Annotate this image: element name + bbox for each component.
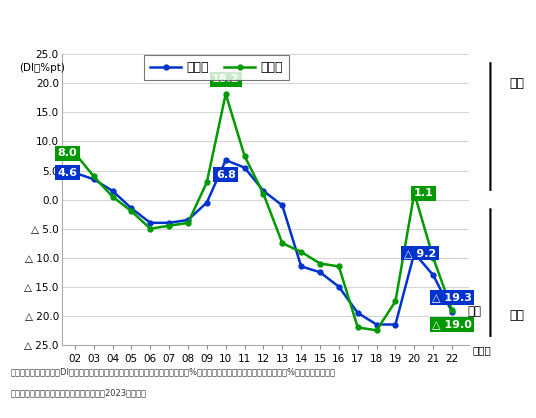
製造業 (72, 150, 78, 155)
Text: 備考：従業員数過不足DIは、今期の従業員数が「過剰」と答えた企業の割合（%）から、「不足」と答えた企業の割合（%）を引いたもの。: 備考：従業員数過不足DIは、今期の従業員数が「過剰」と答えた企業の割合（%）から… (11, 367, 336, 376)
全産業 (392, 322, 399, 327)
Text: （年）: （年） (473, 345, 492, 355)
Text: 図３　中小企業における産業別従業員数過不足DIの推移（全産業/製造業）: 図３ 中小企業における産業別従業員数過不足DIの推移（全産業/製造業） (13, 19, 290, 32)
製造業 (91, 174, 97, 179)
全産業 (374, 322, 380, 327)
製造業 (354, 325, 361, 330)
全産業 (260, 189, 266, 194)
全産業 (222, 158, 229, 163)
全産業 (430, 273, 436, 278)
Text: (DI、%pt): (DI、%pt) (19, 63, 65, 73)
全産業 (411, 250, 418, 255)
製造業 (109, 194, 116, 199)
全産業 (109, 189, 116, 194)
製造業 (260, 191, 266, 196)
全産業 (204, 200, 210, 205)
Text: 過剰: 過剰 (510, 77, 525, 90)
全産業 (317, 270, 323, 275)
Text: △ 19.0: △ 19.0 (432, 319, 472, 329)
Line: 製造業: 製造業 (72, 92, 455, 333)
製造業 (147, 226, 153, 231)
Text: △ 9.2: △ 9.2 (404, 248, 436, 258)
製造業 (317, 261, 323, 266)
全産業 (354, 311, 361, 316)
全産業 (241, 165, 248, 170)
全産業 (166, 220, 173, 225)
全産業 (298, 264, 304, 269)
全産業 (336, 284, 342, 289)
全産業 (91, 177, 97, 182)
全産業 (279, 203, 286, 208)
製造業 (430, 255, 436, 260)
Text: 不足: 不足 (467, 305, 481, 318)
Text: 8.0: 8.0 (57, 148, 77, 158)
全産業 (72, 171, 78, 176)
Text: 18.2: 18.2 (212, 74, 240, 84)
製造業 (241, 153, 248, 158)
Text: 4.6: 4.6 (57, 168, 77, 178)
製造業 (222, 92, 229, 97)
製造業 (392, 299, 399, 304)
製造業 (411, 191, 418, 196)
製造業 (374, 328, 380, 333)
Line: 全産業: 全産業 (72, 158, 455, 327)
製造業 (336, 264, 342, 269)
Legend: 全産業, 製造業: 全産業, 製造業 (144, 55, 289, 80)
全産業 (147, 220, 153, 225)
製造業 (298, 250, 304, 255)
Text: △ 19.3: △ 19.3 (432, 292, 472, 302)
製造業 (185, 220, 191, 225)
全産業 (449, 309, 455, 314)
製造業 (279, 241, 286, 246)
Text: 不足: 不足 (510, 309, 525, 322)
Text: 1.1: 1.1 (414, 188, 434, 198)
製造業 (449, 308, 455, 313)
Text: 6.8: 6.8 (216, 170, 236, 180)
全産業 (185, 217, 191, 222)
製造業 (204, 180, 210, 185)
Text: 資料：中小企業庁「中小企業景況調査」（2023年３月）: 資料：中小企業庁「中小企業景況調査」（2023年３月） (11, 388, 147, 397)
製造業 (128, 209, 135, 214)
製造業 (166, 223, 173, 228)
全産業 (128, 206, 135, 211)
